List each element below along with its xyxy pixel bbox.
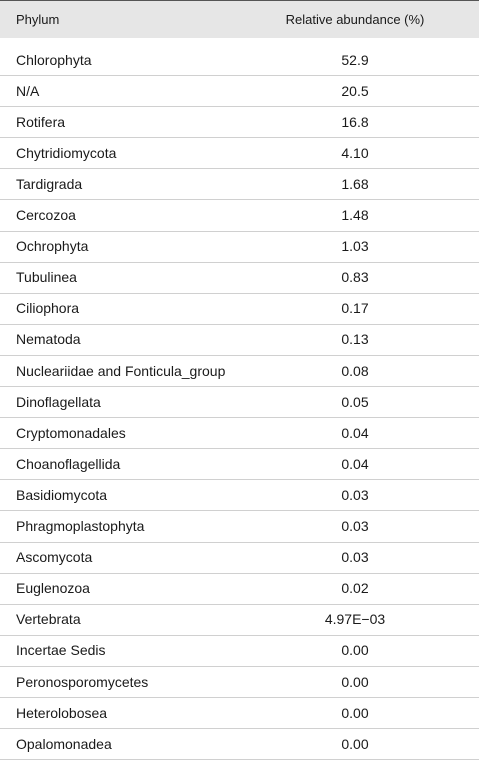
- table-row: Phragmoplastophyta 0.03: [0, 511, 479, 543]
- table-cell: Rotifera: [16, 113, 66, 130]
- table-cell: 1.03: [341, 238, 369, 255]
- table-cell: Ciliophora: [16, 300, 80, 317]
- table-cell: 0.00: [341, 642, 369, 659]
- table-cell: Phragmoplastophyta: [16, 518, 145, 534]
- table-row: Nematoda 0.13: [0, 324, 479, 356]
- header-cell: Relative abundance (%): [285, 12, 425, 27]
- table-row: Peronosporomycetes 0.00: [0, 666, 479, 698]
- table-row: Choanoflagellida 0.04: [0, 448, 479, 481]
- table-cell: 0.05: [341, 393, 369, 410]
- table-cell: 1.48: [341, 207, 369, 223]
- table-row: Euglenozoa 0.02: [0, 573, 479, 605]
- table-cell: Choanoflagellida: [16, 455, 121, 472]
- table-cell: Cercozoa: [16, 207, 76, 223]
- table-cell: 0.04: [341, 424, 369, 441]
- table-cell: Nucleariidae and Fonticula_group: [16, 362, 226, 379]
- table-row: Cryptomonadales 0.04: [0, 417, 479, 450]
- table-row: Chytridiomycota 4.10: [0, 137, 479, 170]
- table-cell: 0.13: [341, 331, 369, 348]
- table-cell: Tardigrada: [16, 175, 83, 192]
- table-cell: Incertae Sedis: [16, 642, 106, 659]
- table-cell: 20.5: [341, 82, 369, 99]
- table-cell: Opalomonadea: [16, 735, 112, 752]
- table-row: Basidiomycota 0.03: [0, 479, 479, 512]
- table-cell: 0.04: [341, 455, 369, 472]
- table-row: Chlorophyta 52.9: [0, 44, 479, 76]
- table-row: Incertae Sedis 0.00: [0, 635, 479, 667]
- table-row: Dinoflagellata 0.05: [0, 386, 479, 419]
- table-cell: 0.08: [341, 362, 369, 379]
- table-cell: 52.9: [341, 51, 369, 68]
- table-cell: 0.03: [341, 486, 369, 503]
- table-cell: Vertebrata: [16, 611, 81, 628]
- table-row: Ciliophora 0.17: [0, 293, 479, 325]
- table-cell: 0.00: [341, 735, 369, 752]
- table-cell: Basidiomycota: [16, 486, 108, 503]
- table-row: Heterolobosea 0.00: [0, 697, 479, 730]
- table-cell: 0.17: [341, 300, 369, 317]
- header-row: Phylum Relative abundance (%): [0, 0, 479, 38]
- table-cell: 0.03: [341, 518, 369, 534]
- table-cell: Tubulinea: [16, 269, 77, 286]
- table-cell: Chytridiomycota: [16, 144, 117, 161]
- table-row: Tubulinea 0.83: [0, 262, 479, 294]
- table-row: Ochrophyta 1.03: [0, 231, 479, 263]
- table-row: Opalomonadea 0.00: [0, 728, 479, 761]
- table-cell: 0.00: [341, 673, 369, 690]
- header-cell: Phylum: [16, 12, 60, 27]
- table-cell: 0.83: [341, 269, 369, 286]
- table-row: Cercozoa 1.48: [0, 200, 479, 232]
- table-cell: Euglenozoa: [16, 580, 90, 597]
- table-cell: Nematoda: [16, 331, 81, 348]
- table-row: Ascomycota 0.03: [0, 542, 479, 574]
- table-cell: 4.97E−03: [324, 611, 386, 628]
- table-cell: 0.00: [341, 704, 369, 721]
- table-cell: Ochrophyta: [16, 238, 89, 255]
- table-cell: N/A: [16, 82, 40, 99]
- table-cell: Cryptomonadales: [16, 424, 126, 441]
- table-cell: 0.02: [341, 580, 369, 597]
- table-row: Vertebrata 4.97E−03: [0, 604, 479, 636]
- table-cell: Chlorophyta: [16, 51, 92, 68]
- table-cell: 0.03: [341, 549, 369, 566]
- table-cell: Heterolobosea: [16, 704, 108, 721]
- table-cell: Peronosporomycetes: [16, 673, 149, 690]
- table-cell: 16.8: [341, 113, 369, 130]
- table-row: Tardigrada 1.68: [0, 168, 479, 201]
- table-cell: Ascomycota: [16, 549, 93, 566]
- table-cell: 4.10: [341, 144, 369, 161]
- table-cell: 1.68: [341, 175, 369, 192]
- table-row: N/A 20.5: [0, 75, 479, 108]
- table-cell: Dinoflagellata: [16, 393, 101, 410]
- table-row: Nucleariidae and Fonticula_group 0.08: [0, 355, 479, 387]
- table-row: Rotifera 16.8: [0, 106, 479, 139]
